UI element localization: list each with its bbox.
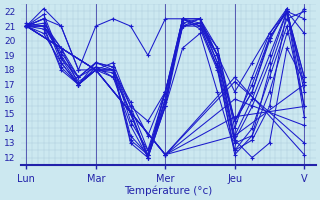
X-axis label: Température (°c): Température (°c) [124,185,212,196]
